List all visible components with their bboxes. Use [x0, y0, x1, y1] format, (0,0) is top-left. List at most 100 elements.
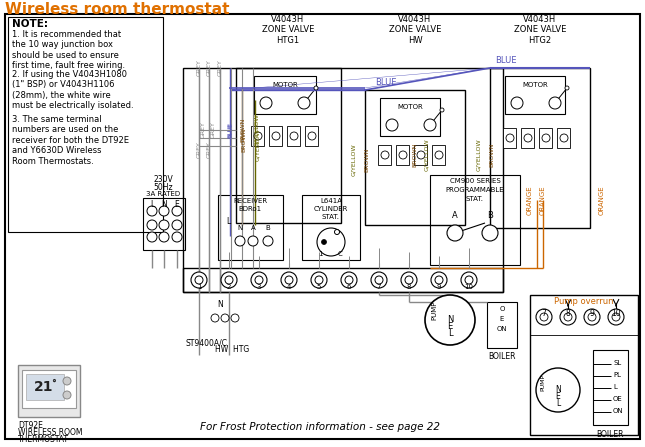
Circle shape — [311, 272, 327, 288]
Circle shape — [159, 206, 169, 216]
Bar — [183, 268, 503, 292]
Bar — [432, 145, 445, 165]
Text: E: E — [175, 200, 179, 209]
Text: V4043H
ZONE VALVE
HTG2: V4043H ZONE VALVE HTG2 — [514, 15, 566, 45]
Circle shape — [221, 272, 237, 288]
Circle shape — [386, 119, 398, 131]
Text: NOTE:: NOTE: — [12, 19, 48, 29]
Circle shape — [281, 272, 297, 288]
Text: THERMOSTAT: THERMOSTAT — [18, 435, 69, 444]
Circle shape — [225, 276, 233, 284]
Circle shape — [542, 134, 550, 142]
Circle shape — [211, 314, 219, 322]
Bar — [269, 126, 282, 146]
Bar — [183, 68, 503, 292]
Bar — [302, 195, 360, 260]
Bar — [490, 68, 590, 228]
Text: GREY: GREY — [217, 59, 223, 76]
Bar — [365, 90, 465, 225]
Text: E: E — [500, 316, 504, 322]
Bar — [26, 374, 64, 400]
Text: 3A RATED: 3A RATED — [146, 191, 180, 197]
Bar — [539, 128, 552, 148]
Circle shape — [248, 236, 258, 246]
Circle shape — [314, 86, 318, 90]
Circle shape — [549, 97, 561, 109]
Circle shape — [405, 276, 413, 284]
Text: 50Hz: 50Hz — [154, 183, 173, 192]
Circle shape — [315, 276, 323, 284]
Circle shape — [335, 229, 339, 235]
Circle shape — [440, 108, 444, 112]
Text: DT92E: DT92E — [18, 421, 43, 430]
Circle shape — [524, 134, 532, 142]
Circle shape — [511, 97, 523, 109]
Text: 2: 2 — [227, 284, 231, 290]
Text: 9: 9 — [437, 284, 441, 290]
Text: Pump overrun: Pump overrun — [554, 297, 614, 306]
Bar — [18, 365, 80, 417]
Circle shape — [191, 272, 207, 288]
Circle shape — [298, 97, 310, 109]
Text: ORANGE: ORANGE — [540, 185, 546, 215]
Text: C: C — [337, 251, 342, 257]
Text: GREY: GREY — [206, 142, 212, 158]
Text: N: N — [217, 300, 223, 309]
Text: L: L — [613, 384, 617, 390]
Circle shape — [371, 272, 387, 288]
Text: 3: 3 — [257, 284, 261, 290]
Circle shape — [172, 232, 182, 242]
Circle shape — [172, 220, 182, 230]
Circle shape — [435, 151, 443, 159]
Circle shape — [272, 132, 280, 140]
Text: For Frost Protection information - see page 22: For Frost Protection information - see p… — [200, 422, 440, 432]
Bar — [521, 128, 534, 148]
Text: 8: 8 — [407, 284, 412, 290]
Text: ST9400A/C: ST9400A/C — [185, 338, 227, 347]
Circle shape — [564, 313, 572, 321]
Circle shape — [285, 276, 293, 284]
Circle shape — [147, 232, 157, 242]
Text: 10: 10 — [611, 309, 620, 318]
Circle shape — [417, 151, 425, 159]
Bar — [251, 126, 264, 146]
Text: V4043H
ZONE VALVE
HTG1: V4043H ZONE VALVE HTG1 — [262, 15, 314, 45]
Text: L641A: L641A — [320, 198, 342, 204]
Circle shape — [63, 391, 71, 399]
Text: BROWN: BROWN — [241, 118, 246, 142]
Circle shape — [260, 97, 272, 109]
Bar — [593, 350, 628, 425]
Text: 1. It is recommended that
the 10 way junction box
should be used to ensure
first: 1. It is recommended that the 10 way jun… — [12, 30, 125, 70]
Text: E: E — [555, 392, 561, 401]
Circle shape — [231, 314, 239, 322]
Text: 3. The same terminal
numbers are used on the
receiver for both the DT92E
and Y66: 3. The same terminal numbers are used on… — [12, 115, 129, 165]
Circle shape — [308, 132, 316, 140]
Circle shape — [447, 225, 463, 241]
Text: HW  HTG: HW HTG — [215, 345, 249, 354]
Circle shape — [290, 132, 298, 140]
Bar — [378, 145, 391, 165]
Circle shape — [540, 313, 548, 321]
Text: 9: 9 — [590, 309, 595, 318]
Text: 2. If using the V4043H1080
(1" BSP) or V4043H1106
(28mm), the white wire
must be: 2. If using the V4043H1080 (1" BSP) or V… — [12, 70, 134, 110]
Circle shape — [159, 220, 169, 230]
Circle shape — [435, 276, 443, 284]
Circle shape — [172, 206, 182, 216]
Bar — [218, 195, 283, 260]
Bar — [487, 302, 517, 348]
Circle shape — [321, 240, 326, 245]
Bar — [396, 145, 409, 165]
Text: G/YELLOW: G/YELLOW — [477, 139, 482, 171]
Text: N: N — [161, 200, 167, 209]
Text: MOTOR: MOTOR — [397, 104, 423, 110]
Text: A: A — [452, 211, 458, 220]
Circle shape — [147, 220, 157, 230]
Circle shape — [263, 236, 273, 246]
Text: MOTOR: MOTOR — [272, 82, 298, 88]
Text: ON: ON — [497, 326, 508, 332]
Text: BOILER: BOILER — [596, 430, 624, 439]
Circle shape — [375, 276, 383, 284]
Bar — [236, 68, 341, 223]
Bar — [305, 126, 318, 146]
Text: PROGRAMMABLE: PROGRAMMABLE — [446, 187, 504, 193]
